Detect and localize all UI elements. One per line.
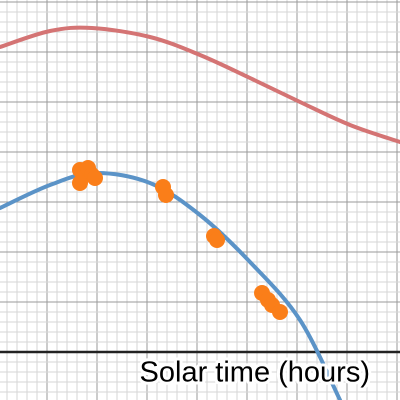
data-point [87, 170, 103, 186]
data-point [272, 304, 288, 320]
curve [0, 170, 342, 400]
data-point [209, 232, 225, 248]
curve [0, 25, 400, 144]
data-point [158, 187, 174, 203]
plot [0, 25, 400, 400]
data-point [72, 175, 88, 191]
x-axis-label: Solar time (hours) [140, 357, 370, 389]
